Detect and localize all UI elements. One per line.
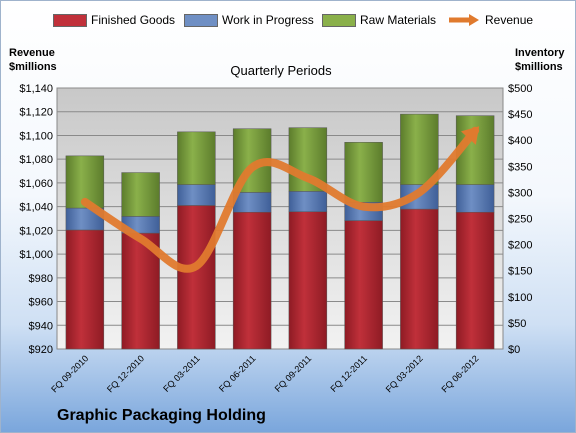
- bar-finished-goods: [288, 211, 328, 350]
- right-tick-label: $50: [508, 318, 526, 330]
- left-tick-label: $940: [29, 320, 53, 332]
- x-tick-label: FQ 03-2011: [161, 353, 202, 394]
- bar-finished-goods: [65, 229, 105, 350]
- left-tick-label: $1,020: [19, 225, 53, 237]
- x-tick-label: FQ 06-2012: [440, 353, 481, 394]
- legend-swatch-finished-goods: [53, 14, 87, 27]
- legend-label-raw-materials: Raw Materials: [360, 13, 437, 27]
- bar-finished-goods: [344, 220, 383, 350]
- right-tick-label: $200: [508, 240, 532, 252]
- right-tick-label: $150: [508, 266, 532, 278]
- right-axis-title: Inventory $millions: [515, 47, 565, 73]
- chart-title: Quarterly Periods: [230, 63, 332, 78]
- left-tick-label: $1,060: [19, 178, 53, 190]
- x-tick-label: FQ 09-2010: [49, 353, 90, 394]
- bar-work-in-progress: [455, 184, 495, 213]
- left-tick-label: $1,040: [19, 202, 53, 214]
- left-tick-label: $960: [29, 297, 53, 309]
- left-tick-label: $920: [29, 344, 53, 356]
- right-tick-label: $400: [508, 135, 532, 147]
- x-tick-label: FQ 12-2011: [328, 353, 369, 394]
- legend-label-finished-goods: Finished Goods: [91, 13, 176, 27]
- x-tick-label: FQ 03-2012: [384, 353, 425, 394]
- x-tick-label: FQ 12-2010: [105, 353, 146, 394]
- left-tick-label: $1,100: [19, 130, 53, 142]
- bar-raw-materials: [121, 172, 160, 217]
- right-tick-label: $300: [508, 187, 532, 199]
- bar-work-in-progress: [177, 184, 216, 206]
- right-tick-label: $450: [508, 109, 532, 121]
- revenue-line: [80, 126, 480, 273]
- right-tick-label: $350: [508, 161, 532, 173]
- legend-label-revenue: Revenue: [485, 13, 534, 27]
- bar-work-in-progress: [288, 191, 328, 212]
- x-tick-label: FQ 09-2011: [273, 353, 314, 394]
- left-tick-label: $1,120: [19, 107, 53, 119]
- bar-raw-materials: [177, 131, 216, 185]
- bar-finished-goods: [400, 208, 439, 350]
- legend-swatch-raw-materials: [322, 14, 356, 27]
- right-tick-label: $500: [508, 83, 532, 95]
- x-tick-label: FQ 06-2011: [217, 353, 258, 394]
- left-tick-label: $1,140: [19, 83, 53, 95]
- bar-work-in-progress: [232, 192, 272, 213]
- legend: Finished Goods Work in Progress Raw Mate…: [1, 9, 575, 31]
- right-tick-label: $250: [508, 214, 532, 226]
- left-tick-label: $980: [29, 273, 53, 285]
- left-tick-label: $1,000: [19, 249, 53, 261]
- left-tick-label: $1,080: [19, 154, 53, 166]
- revenue-arrowhead: [461, 126, 480, 145]
- left-axis-title: Revenue $millions: [9, 47, 57, 73]
- bar-finished-goods: [177, 205, 216, 350]
- bar-finished-goods: [455, 211, 495, 350]
- right-tick-label: $0: [508, 344, 520, 356]
- company-name: Graphic Packaging Holding: [57, 407, 266, 424]
- legend-label-work-in-progress: Work in Progress: [222, 13, 314, 27]
- bar-finished-goods: [232, 211, 272, 350]
- legend-swatch-revenue: [449, 14, 479, 26]
- right-tick-label: $100: [508, 292, 532, 304]
- legend-swatch-work-in-progress: [184, 14, 218, 27]
- bar-raw-materials: [400, 113, 439, 185]
- bar-raw-materials: [344, 142, 383, 203]
